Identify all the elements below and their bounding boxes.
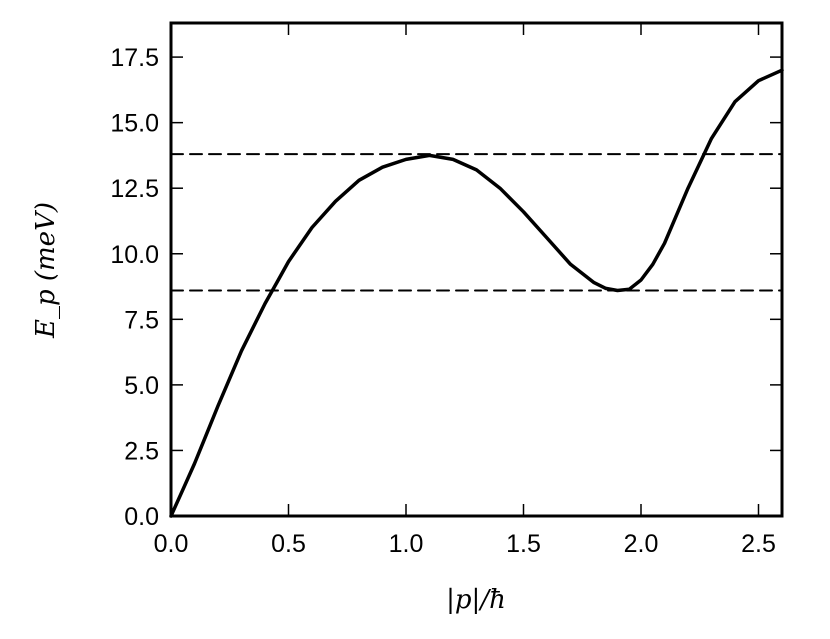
x-axis-label: |p|/ħ bbox=[446, 585, 506, 615]
y-tick-label: 0.0 bbox=[124, 503, 159, 531]
plot-frame bbox=[169, 21, 784, 518]
series-layer bbox=[169, 68, 784, 518]
y-tick-label: 2.5 bbox=[124, 437, 159, 465]
x-tick-label: 1.5 bbox=[506, 530, 541, 558]
y-tick-label: 17.5 bbox=[110, 44, 159, 72]
y-axis-label: E_p (meV) bbox=[31, 202, 61, 339]
x-tick-label: 2.5 bbox=[741, 530, 776, 558]
y-tick-label: 7.5 bbox=[124, 306, 159, 334]
x-tick-label: 2.0 bbox=[624, 530, 659, 558]
y-tick-label: 5.0 bbox=[124, 372, 159, 400]
y-tick-label: 12.5 bbox=[110, 175, 159, 203]
x-tick-label: 0.5 bbox=[271, 530, 306, 558]
x-tick-label: 0.0 bbox=[154, 530, 189, 558]
y-tick-label: 10.0 bbox=[110, 241, 159, 269]
x-tick-label: 1.0 bbox=[389, 530, 424, 558]
tick-layer: 0.0 0.5 1.0 1.5 2.0 2.5 0.0 2.5 5.0 7.5 10.0 12.5 15… bbox=[110, 23, 782, 558]
dispersion-curve-0 bbox=[169, 68, 784, 518]
y-tick-label: 15.0 bbox=[110, 110, 159, 138]
